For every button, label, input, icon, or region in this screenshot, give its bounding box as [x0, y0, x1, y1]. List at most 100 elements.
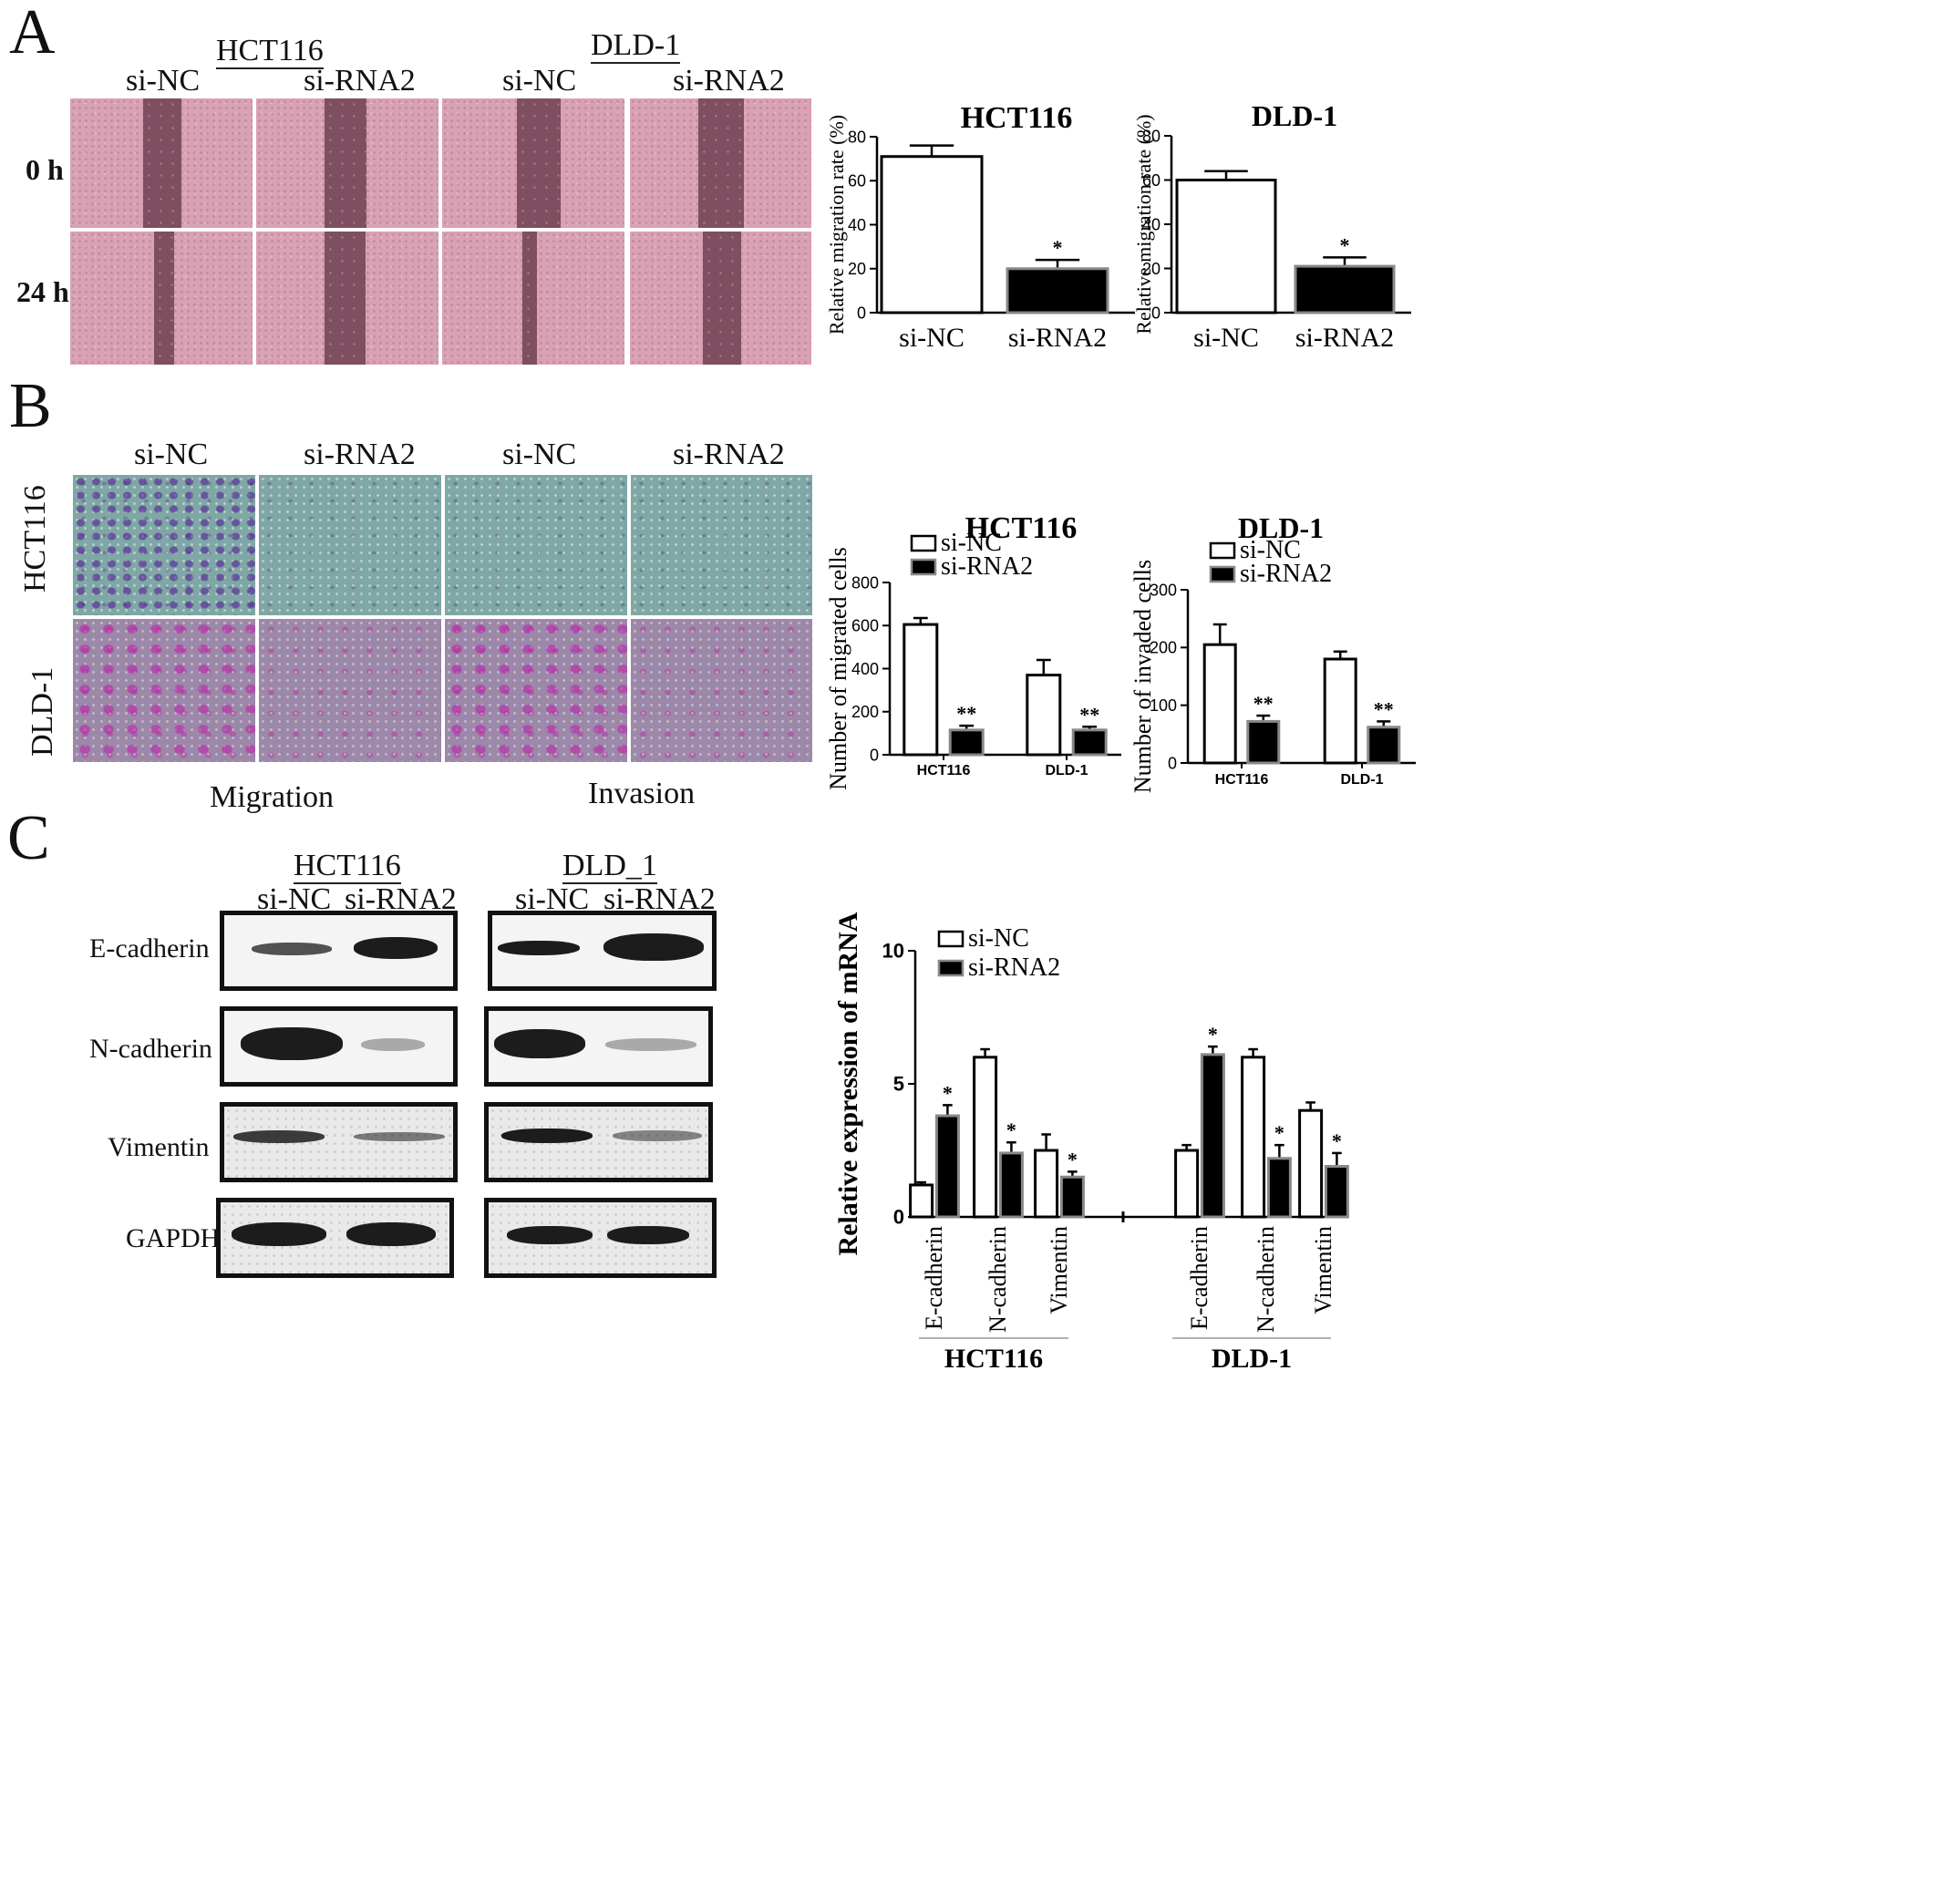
x-category-label: DLD-1: [1045, 763, 1088, 778]
y-tick-label: 600: [851, 617, 879, 635]
scratch-image: [630, 232, 811, 365]
scratch-image: [256, 232, 438, 365]
y-tick-label: 100: [1150, 696, 1177, 715]
legend-swatch: [910, 558, 937, 576]
legend-label: si-NC: [1240, 536, 1301, 564]
significance-label: **: [1253, 692, 1274, 715]
significance-label: *: [1208, 1023, 1218, 1046]
x-category-label: HCT116: [917, 763, 971, 778]
panel-c-col-label: si-NC: [515, 882, 590, 916]
x-category-label: si-NC: [1193, 323, 1259, 353]
protein-label: Vimentin: [108, 1132, 210, 1162]
chart-title: DLD-1: [1252, 99, 1337, 132]
legend-swatch: [937, 930, 965, 948]
transwell-image: [631, 619, 812, 762]
panel-a-col-label: si-RNA2: [673, 64, 785, 98]
y-tick-label: 40: [1142, 215, 1161, 233]
blot-ecadherin-dld1: [488, 911, 717, 991]
bar: [1241, 1056, 1266, 1219]
legend-label: si-NC: [968, 924, 1029, 953]
y-tick-label: 5: [893, 1073, 904, 1096]
y-tick-label: 40: [848, 216, 866, 234]
bar: [1246, 719, 1281, 765]
y-axis-label: Relative migration rate (%): [1132, 114, 1155, 334]
y-tick-label: 300: [1150, 581, 1177, 599]
bar: [1298, 1108, 1324, 1219]
y-axis-label: Relative expression of mRNA: [833, 912, 863, 1255]
bar: [998, 1151, 1024, 1219]
blot-ecadherin-hct116: [220, 911, 458, 991]
bar: [903, 623, 939, 757]
panel-c-col-label: si-RNA2: [603, 882, 716, 916]
panel-a-col-label: si-NC: [126, 64, 201, 98]
chart-title: HCT116: [965, 511, 1078, 545]
y-tick-label: 10: [882, 940, 904, 963]
panel-c-col-label: si-RNA2: [345, 882, 457, 916]
bar: [1202, 643, 1237, 765]
panel-a-group-dld1: DLD-1: [591, 28, 681, 64]
x-category-label: si-NC: [899, 323, 965, 353]
bar: [1174, 1149, 1200, 1219]
bar: [1266, 1157, 1292, 1219]
scratch-image: [70, 232, 253, 365]
blot-ncadherin-hct116: [220, 1006, 458, 1087]
bar: [1367, 726, 1401, 765]
legend-swatch: [1209, 541, 1236, 560]
bar: [1071, 728, 1108, 757]
y-tick-label: 400: [851, 660, 879, 678]
protein-label: E-cadherin: [89, 933, 210, 964]
legend-label: si-RNA2: [1240, 560, 1332, 588]
panel-a-col-label: si-RNA2: [304, 64, 416, 98]
bar: [1059, 1175, 1085, 1219]
legend-swatch: [937, 959, 965, 977]
bar: [1026, 674, 1062, 757]
transwell-image: [259, 619, 441, 762]
y-tick-label: 0: [870, 746, 879, 764]
y-tick-label: 60: [848, 172, 866, 191]
bar: [1175, 179, 1277, 314]
x-category-label: DLD-1: [1340, 772, 1383, 788]
scratch-image: [630, 98, 811, 228]
scratch-image: [442, 232, 624, 365]
migration-label: Migration: [210, 780, 334, 814]
panel-a-group-hct116: HCT116: [216, 34, 324, 69]
significance-label: *: [1274, 1121, 1284, 1144]
bar: [1323, 657, 1357, 765]
scratch-image: [256, 98, 438, 228]
panel-c-group-hct116: HCT116: [294, 849, 401, 884]
x-category-label: Vimentin: [1046, 1226, 1072, 1314]
y-axis-label: Relative migration rate (%): [825, 115, 848, 335]
y-tick-label: 200: [1150, 639, 1177, 657]
bar: [1324, 1165, 1349, 1219]
panel-b-col-label: si-RNA2: [304, 438, 416, 471]
blot-vimentin-hct116: [220, 1102, 458, 1182]
panel-a-row-label: 24 h: [16, 275, 69, 308]
x-category-label: E-cadherin: [921, 1226, 947, 1330]
panel-c-letter: C: [7, 803, 50, 873]
protein-label: GAPDH: [126, 1223, 221, 1253]
bar: [880, 155, 984, 314]
y-tick-label: 800: [851, 573, 879, 592]
panel-b-col-label: si-NC: [134, 438, 209, 471]
transwell-image: [445, 619, 627, 762]
blot-gapdh-hct116: [216, 1198, 454, 1278]
bar: [934, 1114, 960, 1219]
y-tick-label: 0: [893, 1206, 904, 1229]
blot-gapdh-dld1: [484, 1198, 717, 1278]
transwell-image: [73, 475, 255, 615]
panel-b-col-label: si-RNA2: [673, 438, 785, 471]
significance-label: *: [1006, 1118, 1016, 1141]
significance-label: *: [1053, 236, 1063, 259]
group-label: HCT116: [944, 1344, 1043, 1374]
significance-label: *: [1068, 1148, 1078, 1170]
y-axis-label: Number of migrated cells: [825, 547, 851, 789]
x-category-label: Vimentin: [1310, 1226, 1336, 1314]
blot-vimentin-dld1: [484, 1102, 713, 1182]
group-label: DLD-1: [1212, 1344, 1292, 1374]
panel-a-row-label: 0 h: [26, 153, 64, 186]
legend-swatch: [910, 534, 937, 552]
y-tick-label: 200: [851, 703, 879, 721]
y-axis-label: Number of invaded cells: [1130, 560, 1156, 793]
transwell-image: [631, 475, 812, 615]
panel-c-group-dld1: DLD_1: [562, 849, 657, 884]
